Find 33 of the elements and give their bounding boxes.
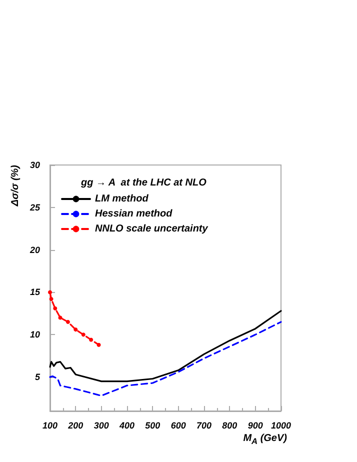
point <box>53 306 58 310</box>
y-axis-title: Δσ/σ (%) <box>10 165 21 206</box>
point <box>81 332 86 337</box>
point <box>89 338 94 342</box>
point <box>49 297 54 302</box>
x-tick-label: 1000 <box>270 420 292 430</box>
y-tick-label: 25 <box>28 202 41 212</box>
y-tick-label: 10 <box>30 330 40 340</box>
legend-label: Hessian method <box>95 208 174 220</box>
x-tick-label: 500 <box>145 420 160 430</box>
x-tick-label: 700 <box>196 420 212 430</box>
point <box>48 290 52 294</box>
x-tick-label: 300 <box>94 420 109 430</box>
y-tick-label: 15 <box>30 287 41 298</box>
y-tick-label: 5 <box>34 372 41 382</box>
legend-label: NNLO scale uncertainty <box>95 224 208 234</box>
y-tick-label: 30 <box>30 160 40 170</box>
y-tick-label: 20 <box>28 244 40 255</box>
x-tick-label: 400 <box>118 420 135 430</box>
point <box>96 342 101 347</box>
line-series <box>49 310 282 382</box>
legend-title: gg → A at the LHC at NLO <box>80 178 207 188</box>
point <box>66 320 70 324</box>
x-tick-label: 600 <box>170 420 186 430</box>
point <box>58 316 62 320</box>
legend-label: LM method <box>95 194 150 204</box>
x-tick-label: 900 <box>248 420 263 430</box>
x-tick-label: 100 <box>42 420 58 430</box>
x-axis-title: M$_{A}$ (GeV) <box>243 433 287 446</box>
x-tick-label: 800 <box>222 420 238 430</box>
point <box>74 328 78 332</box>
x-tick-label: 200 <box>67 420 84 430</box>
line-series <box>49 321 282 397</box>
